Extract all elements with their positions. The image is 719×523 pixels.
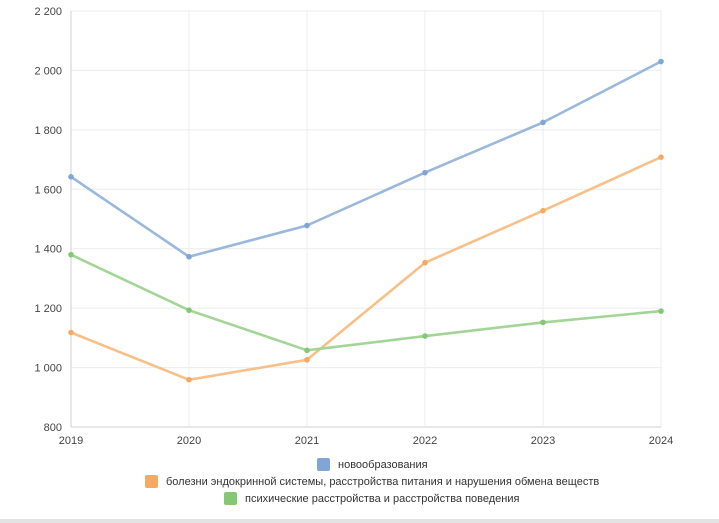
data-point-neoplasms[interactable] bbox=[658, 58, 664, 65]
x-tick-label: 2022 bbox=[413, 435, 437, 447]
data-point-endocrine[interactable] bbox=[68, 329, 74, 336]
y-tick-label: 2 000 bbox=[34, 65, 62, 77]
data-point-mental[interactable] bbox=[304, 347, 310, 354]
legend-label-mental: психические расстройства и расстройства … bbox=[245, 492, 520, 505]
data-point-mental[interactable] bbox=[186, 307, 192, 314]
x-tick-label: 2019 bbox=[59, 435, 83, 447]
y-tick-label: 1 200 bbox=[34, 303, 62, 315]
series-lines bbox=[69, 60, 663, 382]
legend-label-neoplasms: новообразования bbox=[338, 458, 428, 471]
data-point-mental[interactable] bbox=[658, 308, 664, 314]
y-tick-label: 800 bbox=[44, 422, 62, 434]
legend-item-endocrine[interactable]: болезни эндокринной системы, расстройств… bbox=[145, 475, 599, 488]
data-point-endocrine[interactable] bbox=[186, 376, 192, 383]
y-tick-label: 1 800 bbox=[34, 125, 62, 137]
series-line-neoplasms bbox=[69, 60, 663, 258]
data-point-neoplasms[interactable] bbox=[304, 222, 310, 229]
data-point-endocrine[interactable] bbox=[304, 357, 310, 363]
data-point-neoplasms[interactable] bbox=[422, 169, 428, 176]
y-tick-label: 1 600 bbox=[34, 184, 62, 196]
grid-lines bbox=[70, 10, 662, 428]
data-point-neoplasms[interactable] bbox=[68, 174, 74, 180]
x-axis-ticks: 2019 2020 2021 2022 2023 2024 bbox=[59, 435, 673, 447]
data-point-endocrine[interactable] bbox=[658, 154, 664, 160]
legend-item-neoplasms[interactable]: новообразования bbox=[317, 458, 428, 471]
data-point-endocrine[interactable] bbox=[540, 207, 546, 214]
series-points bbox=[68, 58, 664, 383]
x-tick-label: 2021 bbox=[295, 435, 319, 447]
y-axis-ticks: 800 1 000 1 200 1 400 1 600 1 800 2 000 2 200 bbox=[34, 6, 62, 434]
series-line-endocrine bbox=[69, 155, 663, 382]
x-tick-label: 2020 bbox=[177, 435, 201, 447]
data-point-endocrine[interactable] bbox=[422, 259, 428, 266]
x-tick-label: 2023 bbox=[531, 435, 555, 447]
legend-swatch-neoplasms bbox=[317, 458, 330, 471]
y-tick-label: 2 200 bbox=[34, 6, 62, 18]
series-line-mental bbox=[69, 253, 663, 352]
data-point-mental[interactable] bbox=[422, 333, 428, 339]
data-point-neoplasms[interactable] bbox=[540, 119, 546, 126]
legend-swatch-mental bbox=[224, 492, 237, 505]
legend-item-mental[interactable]: психические расстройства и расстройства … bbox=[224, 492, 519, 505]
x-tick-label: 2024 bbox=[649, 435, 673, 447]
data-point-mental[interactable] bbox=[68, 251, 74, 258]
legend-swatch-endocrine bbox=[145, 475, 158, 488]
bottom-scrollbar-track bbox=[0, 519, 719, 523]
data-point-mental[interactable] bbox=[540, 319, 546, 326]
legend-label-endocrine: болезни эндокринной системы, расстройств… bbox=[166, 475, 600, 488]
data-point-neoplasms[interactable] bbox=[186, 253, 192, 260]
y-tick-label: 1 000 bbox=[34, 363, 62, 375]
y-tick-label: 1 400 bbox=[34, 244, 62, 256]
